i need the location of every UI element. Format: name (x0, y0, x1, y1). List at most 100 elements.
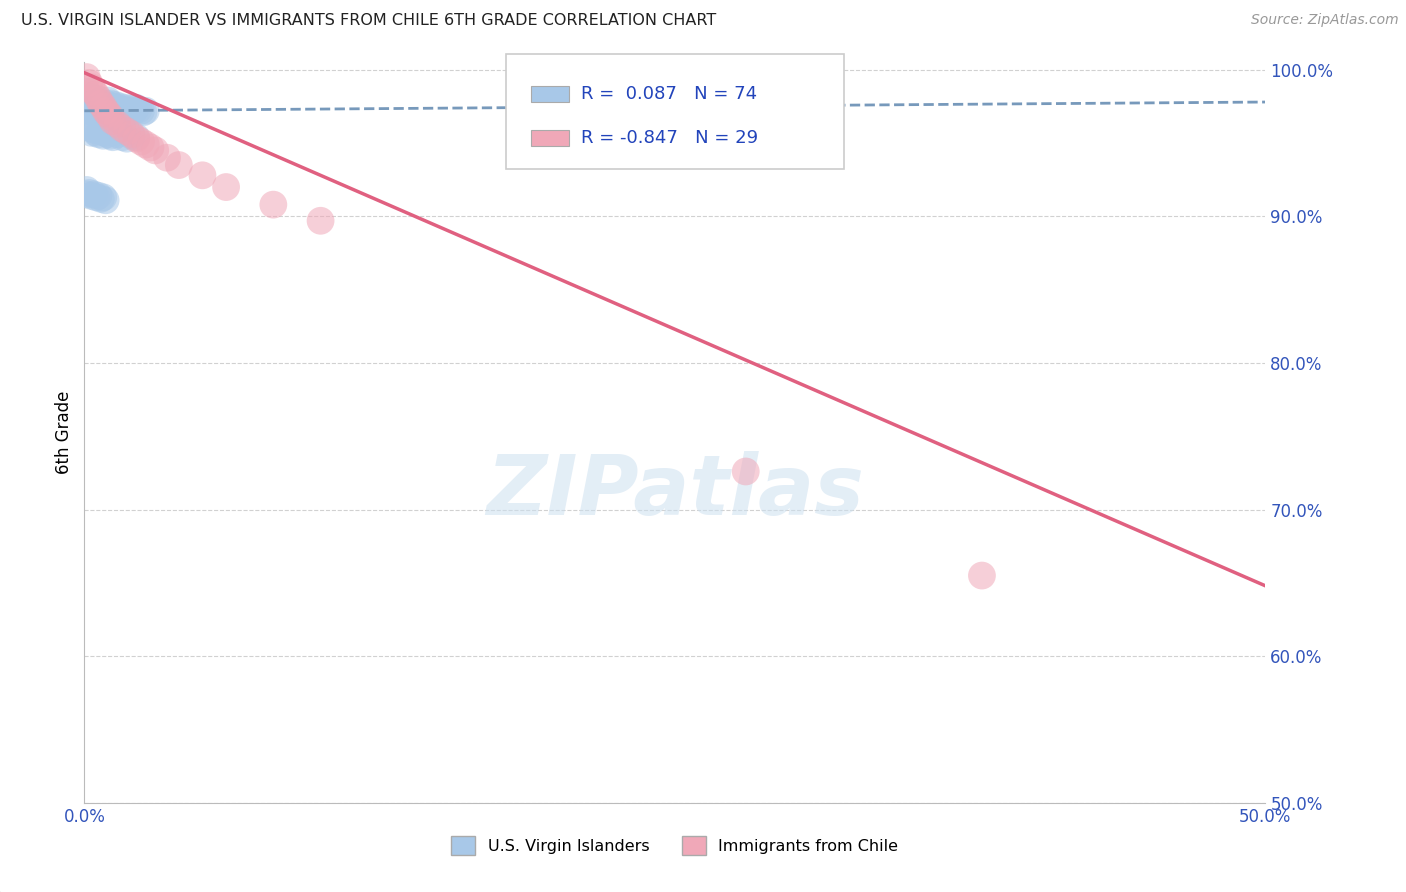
Point (83, 105, 105, 120)
Point (84, 190, 107, 204)
Point (125, 101, 148, 115)
Point (970, 568, 993, 582)
Point (87, 128, 110, 142)
Point (76, 187, 98, 202)
Point (80, 80, 103, 95)
Point (118, 105, 141, 120)
Point (97, 128, 120, 142)
Point (129, 135, 152, 149)
Point (77, 98, 100, 112)
Text: R = -0.847   N = 29: R = -0.847 N = 29 (581, 129, 758, 147)
Point (128, 103, 150, 117)
Point (90, 192, 112, 206)
Point (139, 140, 162, 154)
Point (108, 99, 131, 113)
Point (97, 94, 120, 108)
Point (87, 95, 110, 109)
Point (91, 128, 114, 143)
Point (97, 103, 120, 118)
Point (76, 103, 98, 118)
Legend: U.S. Virgin Islanders, Immigrants from Chile: U.S. Virgin Islanders, Immigrants from C… (444, 830, 905, 862)
Point (80, 95, 103, 109)
Point (167, 158, 190, 172)
Point (309, 214, 332, 228)
Point (101, 130, 124, 145)
Point (91, 105, 114, 120)
Point (107, 128, 129, 142)
Point (111, 121, 134, 136)
Point (135, 103, 157, 118)
Point (111, 130, 134, 145)
Point (97, 107, 120, 121)
Point (84, 87, 107, 102)
Text: R =  0.087   N = 74: R = 0.087 N = 74 (581, 85, 756, 103)
Point (91, 99, 114, 113)
Text: ZIPatlas: ZIPatlas (486, 451, 863, 533)
Point (80, 99, 103, 113)
Point (90, 96, 112, 111)
Point (87, 189, 110, 203)
Point (91, 190, 114, 204)
Y-axis label: 6th Grade: 6th Grade (55, 391, 73, 475)
Point (76, 94, 98, 108)
Point (101, 99, 124, 113)
Point (98, 103, 121, 117)
Point (156, 151, 179, 165)
Point (734, 465, 756, 479)
Point (76, 101, 98, 115)
Point (107, 117, 129, 131)
Point (114, 101, 136, 115)
Point (83, 85, 105, 99)
Point (191, 169, 214, 183)
Point (84, 126, 107, 140)
Point (107, 101, 129, 115)
Point (115, 131, 138, 145)
Point (94, 193, 117, 207)
Point (87, 99, 110, 113)
Point (76, 96, 98, 111)
Point (84, 98, 107, 112)
Point (94, 103, 117, 117)
Point (84, 92, 107, 106)
Point (90, 124, 112, 138)
Point (111, 103, 134, 117)
Point (122, 103, 145, 118)
Point (94, 96, 117, 111)
Point (90, 98, 112, 112)
Point (129, 103, 152, 118)
Point (101, 114, 124, 128)
Point (76, 89, 98, 103)
Point (101, 103, 124, 118)
Point (77, 76, 100, 90)
Point (76, 183, 98, 197)
Point (125, 130, 148, 145)
Point (76, 85, 98, 99)
Point (104, 103, 127, 118)
Point (98, 128, 121, 143)
Point (115, 124, 138, 138)
Point (94, 103, 117, 118)
Point (108, 103, 131, 118)
Point (76, 70, 98, 84)
Point (83, 123, 105, 137)
Point (83, 96, 105, 111)
Point (97, 99, 120, 113)
Point (87, 105, 110, 120)
Point (215, 180, 238, 194)
Point (143, 144, 166, 158)
Point (77, 186, 100, 200)
Point (104, 98, 127, 112)
Point (77, 92, 100, 106)
Point (121, 128, 143, 142)
Point (262, 197, 284, 211)
Point (80, 121, 103, 136)
Point (87, 92, 110, 106)
Text: Source: ZipAtlas.com: Source: ZipAtlas.com (1251, 13, 1399, 28)
Point (91, 101, 114, 115)
Point (80, 189, 103, 203)
Point (80, 126, 103, 140)
Point (132, 105, 155, 120)
Point (90, 103, 112, 118)
Point (98, 110, 121, 124)
Point (115, 103, 138, 118)
